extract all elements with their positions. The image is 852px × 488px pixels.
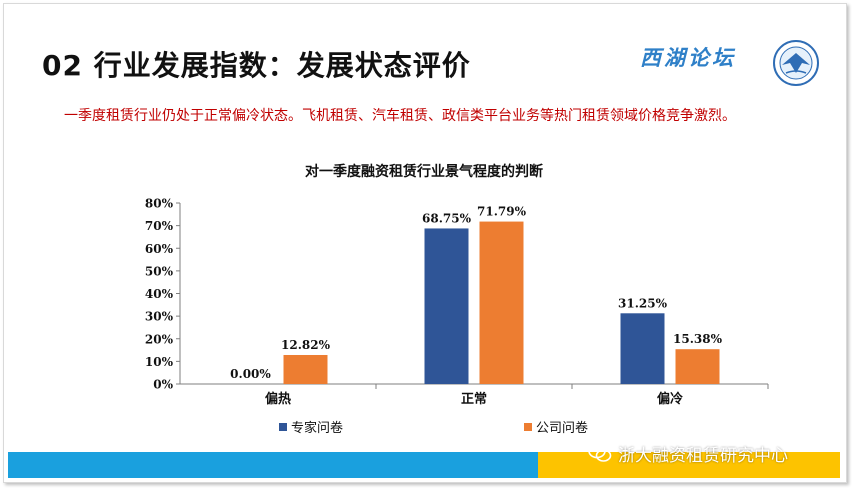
bar-expert	[620, 313, 665, 384]
x-tick-label: 偏热	[265, 391, 291, 407]
bar-chart: 对一季度融资租赁行业景气程度的判断 0% 10% 20% 30% 40% 50% 60% 70%…	[145, 163, 769, 436]
page-title: 02 行业发展指数：发展状态评价	[42, 49, 471, 82]
footer-bar-yellow	[538, 452, 840, 478]
watermark-text: 浙大融资租赁研究中心	[618, 445, 788, 466]
y-tick-label: 80%	[145, 197, 174, 211]
data-label: 15.38%	[673, 332, 723, 346]
y-tick-label: 40%	[145, 287, 174, 301]
bar-company	[283, 354, 328, 384]
data-label: 0.00%	[230, 367, 271, 381]
bar-expert	[424, 228, 469, 384]
y-tick-label: 0%	[153, 378, 173, 392]
y-tick-label: 30%	[145, 310, 174, 324]
wechat-icon	[588, 443, 612, 462]
footer-bar-blue	[8, 452, 538, 478]
chart-title: 对一季度融资租赁行业景气程度的判断	[305, 163, 543, 180]
legend-swatch	[279, 423, 287, 431]
data-label: 31.25%	[618, 296, 668, 310]
y-tick-label: 70%	[145, 219, 174, 233]
data-label: 68.75%	[422, 211, 472, 225]
bar-company	[479, 221, 524, 384]
data-label: 71.79%	[477, 205, 527, 219]
watermark: 浙大融资租赁研究中心	[588, 440, 788, 466]
forum-emblem-icon	[773, 40, 819, 86]
data-label: 12.82%	[281, 338, 331, 352]
bar-company	[675, 349, 720, 384]
legend-swatch	[524, 423, 532, 431]
legend-label: 专家问卷	[291, 420, 343, 436]
y-tick-label: 10%	[145, 355, 174, 369]
page-subtitle: 一季度租赁行业仍处于正常偏冷状态。飞机租赁、汽车租赁、政信类平台业务等热门租赁领…	[64, 108, 736, 124]
x-tick-label: 偏冷	[657, 391, 683, 407]
x-tick-label: 正常	[461, 391, 487, 407]
legend-label: 公司问卷	[536, 420, 588, 436]
slide: 02 行业发展指数：发展状态评价 西湖论坛 一季度租赁行业仍处于正常偏冷状态。飞…	[3, 3, 847, 483]
y-tick-label: 20%	[145, 332, 174, 346]
brand-logo-text: 西湖论坛	[640, 45, 736, 70]
y-tick-label: 60%	[145, 242, 174, 256]
y-tick-label: 50%	[145, 264, 174, 278]
